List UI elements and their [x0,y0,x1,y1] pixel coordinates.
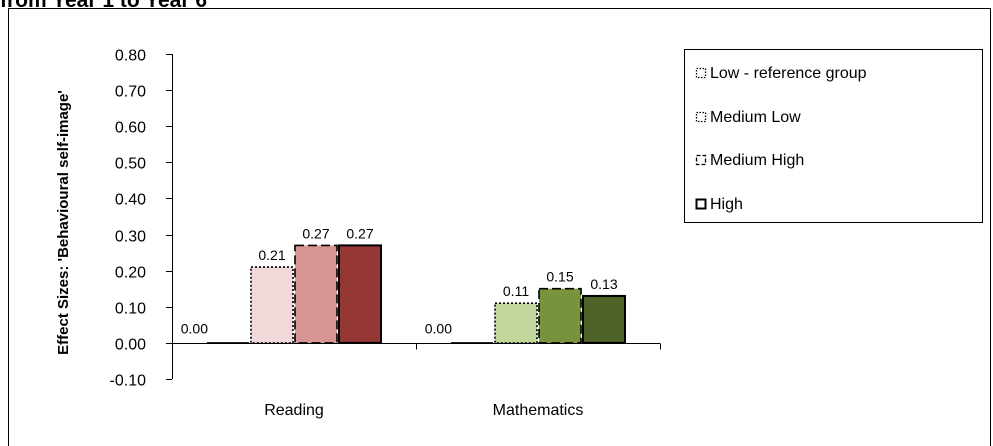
data-label: 0.27 [302,225,329,241]
data-label: 0.21 [258,247,285,263]
bars [207,244,626,344]
y-tick-label: 0.60 [115,120,146,137]
data-label: 0.00 [425,321,452,337]
bar [294,244,338,344]
bar [250,266,294,344]
y-axis-label: Effect Sizes: 'Behavioural self-image' [55,90,72,355]
legend-swatch [695,111,707,123]
data-label: 0.00 [181,321,208,337]
data-label: 0.15 [546,269,573,285]
legend: Low - reference group Medium Low Medium Hi… [684,49,983,223]
legend-box [684,49,983,223]
bar [538,287,582,344]
legend-swatch [695,198,707,210]
y-tick-label: 0.40 [115,192,146,209]
bar [338,244,382,344]
x-tick-label: Reading [264,402,324,419]
legend-label: Low - reference group [710,65,867,82]
y-tick-label: -0.10 [110,373,147,390]
y-tick-label: 0.00 [115,337,146,354]
x-tick-label: Mathematics [493,402,584,419]
y-axis: -0.10 0.00 0.10 0.20 0.30 0.40 0.50 0.60 0.70 0.8… [110,48,173,390]
bar [582,294,626,344]
y-tick-label: 0.20 [115,265,146,282]
legend-swatch [695,154,707,166]
y-tick-label: 0.80 [115,48,146,65]
legend-label: High [710,196,743,213]
data-labels: 0.00 0.21 0.27 0.27 0.00 0.11 0.15 0.13 [181,225,618,336]
data-label: 0.13 [590,276,617,292]
legend-label: Medium Low [710,109,801,126]
bar [494,302,538,344]
y-tick-label: 0.70 [115,84,146,101]
data-label: 0.27 [346,225,373,241]
y-tick-label: 0.30 [115,229,146,246]
legend-swatch [695,67,707,79]
legend-label: Medium High [710,152,804,169]
data-label: 0.11 [503,283,529,299]
y-tick-label: 0.50 [115,156,146,173]
y-tick-label: 0.10 [115,301,146,318]
